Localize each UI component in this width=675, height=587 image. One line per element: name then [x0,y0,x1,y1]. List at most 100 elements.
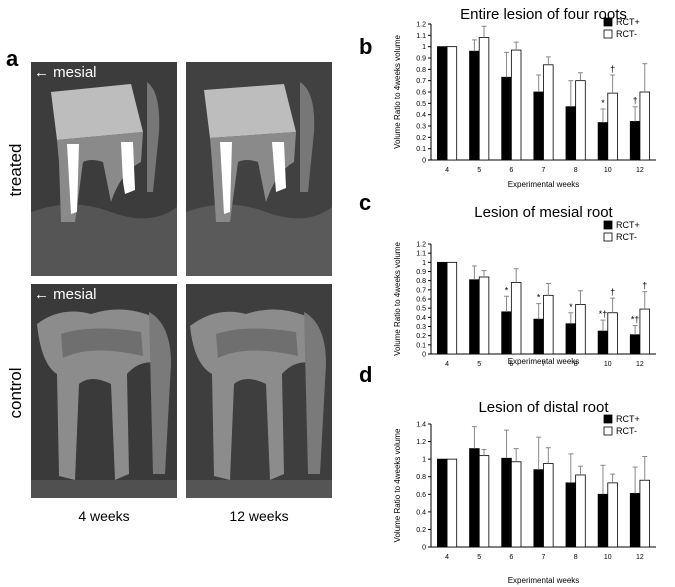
legend-label: RCT+ [616,220,640,230]
bar-rct-plus [629,121,641,161]
y-axis-label: Volume Ratio to 4weeks volume [393,35,402,149]
x-tick-label: 5 [477,167,481,174]
panel-letter-a: a [6,46,19,71]
legend-swatch [603,17,613,27]
y-tick-label: 0.3 [416,324,426,331]
significance-mark: * [505,285,509,295]
y-tick-label: 0 [422,158,426,165]
bar-rct-minus [607,92,618,161]
x-tick-label: 4 [445,167,449,174]
chart-title: Lesion of mesial root [474,204,613,221]
y-tick-label: 0.8 [416,474,426,481]
legend-label: RCT- [616,29,637,39]
bar-rct-plus [437,46,448,161]
x-axis-label: Experimental weeks [508,180,580,189]
y-tick-label: 0.3 [416,124,426,131]
y-tick-label: 1.2 [416,22,426,29]
mesial-marker-control: ← mesial [34,286,97,303]
y-tick-label: 0.4 [416,509,426,516]
bar-rct-plus [501,76,512,161]
bar-rct-minus [543,64,554,161]
ct-image-treated-4-weeks [31,62,177,276]
legend-swatch [603,426,613,436]
ct-image-control-4-weeks [31,284,177,498]
legend-label: RCT+ [616,17,640,27]
significance-mark: *† [599,309,608,319]
y-tick-label: 0.4 [416,315,426,322]
chart-mesial-root-lesion: Lesion of mesial root Volume Ratio to 4we… [393,204,656,368]
bar-rct-minus [575,80,586,161]
y-tick-label: 1 [422,260,426,267]
x-tick-label: 6 [509,554,513,561]
x-tick-label: 6 [509,167,513,174]
arrow-left-icon: ← [34,286,49,303]
bar-rct-plus [533,318,544,355]
bar-rct-plus [469,50,480,161]
x-tick-label: 10 [604,167,612,174]
bar-rct-minus [446,261,458,355]
y-tick-label: 1 [422,44,426,51]
y-tick-label: 0 [422,352,426,359]
bar-rct-plus [501,457,512,548]
significance-mark: † [610,64,615,74]
x-tick-label: 4 [445,554,449,561]
y-axis-label: Volume Ratio to 4weeks volume [393,242,402,356]
y-tick-label: 1 [422,457,426,464]
ct-tooth-drawing [31,62,177,276]
y-tick-label: 0.8 [416,278,426,285]
x-axis-label: Experimental weeks [508,357,580,366]
significance-mark: † [633,96,638,106]
bar-rct-minus [543,294,554,355]
legend-swatch [603,220,613,230]
x-axis-label: Experimental weeks [508,576,580,585]
x-tick-label: 7 [542,167,546,174]
y-tick-label: 0.6 [416,90,426,97]
bar-rct-plus [565,106,577,161]
bar-rct-minus [478,276,490,355]
bar-rct-plus [565,323,577,355]
bar-rct-minus [510,49,522,161]
y-tick-label: 1.1 [416,251,426,258]
y-tick-label: 0.6 [416,297,426,304]
bar-rct-plus [437,458,448,548]
x-tick-label: 10 [604,554,612,561]
bar-rct-minus [478,37,490,161]
bar-rct-plus [469,448,480,548]
bar-rct-plus [469,279,480,355]
y-tick-label: 0.9 [416,269,426,276]
chart-title: Lesion of distal root [478,399,609,416]
legend-swatch [603,232,613,242]
y-tick-label: 0.7 [416,78,426,85]
y-axis-label: Volume Ratio to 4weeks volume [393,428,402,542]
ct-tooth-drawing [31,284,177,498]
y-tick-label: 1.2 [416,439,426,446]
bar-rct-plus [533,91,544,161]
ct-tooth-drawing [186,62,332,276]
y-tick-label: 0.2 [416,333,426,340]
bar-rct-minus [607,482,618,548]
bar-rct-plus [565,482,577,548]
y-tick-label: 0.8 [416,67,426,74]
panel-letter-b: b [359,34,373,59]
significance-mark: † [610,287,615,297]
bar-rct-minus [607,312,618,355]
bar-rct-plus [597,493,609,548]
y-tick-label: 0.4 [416,112,426,119]
arrow-left-icon: ← [34,64,49,81]
bar-rct-minus [543,463,554,548]
significance-mark: * [601,98,605,108]
bar-rct-minus [478,455,490,548]
y-tick-label: 0.1 [416,146,426,153]
significance-mark: *† [631,315,640,325]
legend-label: RCT- [616,426,637,436]
x-tick-label: 8 [574,167,578,174]
row-label-treated: treated [6,143,25,197]
panel-letter-d: d [359,362,373,387]
y-tick-label: 0.6 [416,492,426,499]
mesial-label: mesial [53,64,97,81]
y-tick-label: 0.7 [416,287,426,294]
x-tick-label: 4 [445,361,449,368]
bar-rct-plus [597,122,609,161]
x-tick-label: 12 [636,361,644,368]
row-label-control: control [6,367,25,419]
